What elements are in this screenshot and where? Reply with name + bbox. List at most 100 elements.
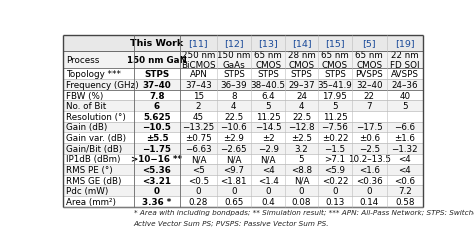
Text: <0.36: <0.36	[356, 176, 383, 185]
Text: N/A: N/A	[226, 155, 242, 164]
Text: −1.32: −1.32	[392, 144, 418, 153]
Text: 65 nm
CMOS: 65 nm CMOS	[356, 51, 383, 70]
Text: 0.13: 0.13	[325, 197, 345, 206]
Bar	[63, 51, 423, 69]
Text: ±0.22: ±0.22	[322, 134, 348, 143]
Text: 37–43: 37–43	[185, 81, 212, 89]
Text: <0.22: <0.22	[322, 176, 348, 185]
Bar	[63, 175, 423, 186]
Text: [11]: [11]	[189, 39, 208, 48]
Text: 6.4: 6.4	[261, 91, 275, 100]
Text: <3.21: <3.21	[143, 176, 172, 185]
Text: Area (mm²): Area (mm²)	[66, 197, 116, 206]
Text: <8.8: <8.8	[291, 165, 312, 174]
Text: 37–40: 37–40	[143, 81, 171, 89]
Text: ±0.6: ±0.6	[359, 134, 380, 143]
Text: STPS: STPS	[145, 70, 170, 79]
Text: <5: <5	[192, 165, 205, 174]
Text: <1.6: <1.6	[359, 165, 380, 174]
Text: [14]: [14]	[292, 39, 311, 48]
Text: 3.36 *: 3.36 *	[142, 197, 172, 206]
Text: <5.9: <5.9	[324, 165, 346, 174]
Text: 22.5: 22.5	[292, 112, 311, 121]
Bar	[63, 165, 423, 175]
Text: −1.5: −1.5	[324, 144, 346, 153]
Text: Gain var. (dB): Gain var. (dB)	[66, 134, 126, 143]
Text: 0: 0	[154, 186, 160, 196]
Bar	[63, 122, 423, 133]
Text: −2.5: −2.5	[359, 144, 380, 153]
Text: −2.9: −2.9	[258, 144, 279, 153]
Text: <9.7: <9.7	[223, 165, 244, 174]
Text: ±2.5: ±2.5	[291, 134, 312, 143]
Text: APN: APN	[190, 70, 207, 79]
Text: AVSPS: AVSPS	[391, 70, 419, 79]
Text: 5: 5	[402, 102, 408, 111]
Text: Gain/Bit (dB): Gain/Bit (dB)	[66, 144, 122, 153]
Text: −12.8: −12.8	[288, 123, 315, 132]
Text: 2: 2	[196, 102, 201, 111]
Text: 45: 45	[193, 112, 204, 121]
Text: Resolution (°): Resolution (°)	[66, 112, 126, 121]
Text: 7.8: 7.8	[149, 91, 165, 100]
Text: <1.81: <1.81	[220, 176, 247, 185]
Text: 0.65: 0.65	[224, 197, 244, 206]
Text: [19]: [19]	[395, 39, 415, 48]
Text: −1.75: −1.75	[143, 144, 172, 153]
Text: Frequency (GHz): Frequency (GHz)	[66, 81, 138, 89]
Bar	[63, 154, 423, 165]
Text: FBW (%): FBW (%)	[66, 91, 103, 100]
Bar	[63, 196, 423, 207]
Text: −14.5: −14.5	[255, 123, 282, 132]
Text: −10.6: −10.6	[220, 123, 247, 132]
Text: <4: <4	[398, 155, 411, 164]
Text: −17.5: −17.5	[356, 123, 383, 132]
Text: <0.5: <0.5	[188, 176, 209, 185]
Text: <4: <4	[262, 165, 274, 174]
Text: STPS: STPS	[257, 70, 279, 79]
Text: −13.25: −13.25	[182, 123, 215, 132]
Text: 150 nm
GaAs: 150 nm GaAs	[217, 51, 251, 70]
Text: 24: 24	[296, 91, 307, 100]
Bar	[63, 80, 423, 90]
Text: ±2: ±2	[262, 134, 274, 143]
Text: N/A: N/A	[191, 155, 206, 164]
Text: 22: 22	[364, 91, 375, 100]
Text: −6.63: −6.63	[185, 144, 212, 153]
Bar	[63, 186, 423, 196]
Bar	[63, 112, 423, 122]
Text: 3.2: 3.2	[295, 144, 309, 153]
Bar	[63, 101, 423, 112]
Bar	[63, 69, 423, 80]
Text: 22.5: 22.5	[224, 112, 244, 121]
Text: RMS GE (dB): RMS GE (dB)	[66, 176, 121, 185]
Bar	[63, 143, 423, 154]
Text: 0.14: 0.14	[360, 197, 379, 206]
Text: 7.2: 7.2	[398, 186, 411, 196]
Text: PVSPS: PVSPS	[356, 70, 383, 79]
Text: 0: 0	[265, 186, 271, 196]
Text: ±2.9: ±2.9	[223, 134, 244, 143]
Text: STPS: STPS	[223, 70, 245, 79]
Text: 4: 4	[231, 102, 237, 111]
Text: 28 nm
CMOS: 28 nm CMOS	[288, 51, 316, 70]
Text: 150 nm GaN: 150 nm GaN	[127, 56, 187, 65]
Text: −2.65: −2.65	[220, 144, 247, 153]
Text: 10.2–13.5: 10.2–13.5	[348, 155, 391, 164]
Text: 5: 5	[299, 155, 304, 164]
Text: 0: 0	[299, 186, 304, 196]
Text: Topology ***: Topology ***	[66, 70, 121, 79]
Text: 5: 5	[265, 102, 271, 111]
Text: Active Vector Sum PS; PVSPS: Passive Vector Sum PS.: Active Vector Sum PS; PVSPS: Passive Vec…	[134, 219, 329, 226]
Text: 65 nm
CMOS: 65 nm CMOS	[255, 51, 282, 70]
Text: −10.5: −10.5	[143, 123, 172, 132]
Text: 7: 7	[366, 102, 372, 111]
Text: <4: <4	[398, 165, 411, 174]
Text: * Area with including bondpads; ** Simulation result; *** APN: All-Pass Network;: * Area with including bondpads; ** Simul…	[134, 209, 474, 215]
Text: [5]: [5]	[363, 39, 376, 48]
Text: <5.36: <5.36	[143, 165, 172, 174]
Text: 0: 0	[366, 186, 372, 196]
Text: 11.25: 11.25	[323, 112, 347, 121]
Text: 38–40.5: 38–40.5	[251, 81, 286, 89]
Text: >7.1: >7.1	[324, 155, 346, 164]
